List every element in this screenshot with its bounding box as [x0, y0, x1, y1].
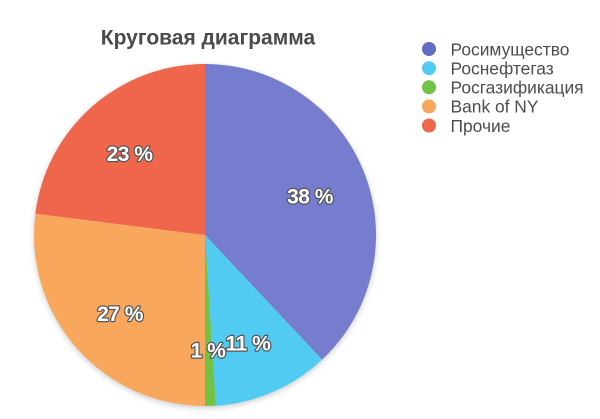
- svg-text:Росгазификация: Росгазификация: [451, 78, 584, 98]
- svg-text:23 %: 23 %: [107, 143, 154, 166]
- svg-text:Росимущество: Росимущество: [451, 39, 570, 59]
- svg-text:Роснефтегаз: Роснефтегаз: [451, 59, 554, 79]
- svg-text:1 %: 1 %: [191, 340, 227, 363]
- svg-text:38 %: 38 %: [287, 186, 334, 209]
- svg-text:Круговая диаграмма: Круговая диаграмма: [101, 27, 316, 50]
- svg-text:27 %: 27 %: [97, 303, 144, 326]
- svg-text:11 %: 11 %: [226, 333, 272, 356]
- svg-text:Bank of NY: Bank of NY: [451, 97, 539, 117]
- svg-text:Прочие: Прочие: [451, 116, 511, 136]
